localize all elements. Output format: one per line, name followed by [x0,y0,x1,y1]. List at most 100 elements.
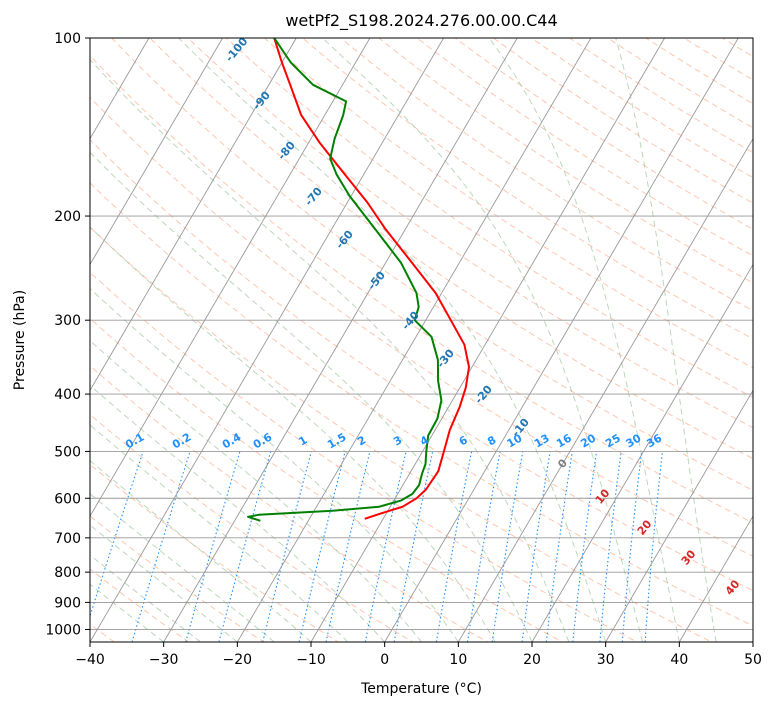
y-tick-label: 200 [54,209,81,225]
isotherm-line [90,38,371,518]
dry-adiabat-line [90,54,753,524]
mixing-ratio-line [435,451,473,642]
moist-adiabat-label: 40 [723,577,743,597]
moist-adiabat-line [488,38,680,642]
isotherm-line [605,389,753,642]
dry-adiabat-line [416,38,753,257]
x-tick-label: 10 [449,652,467,668]
temperature-line [273,38,470,520]
moist-adiabat-line [178,38,607,642]
mixing-ratio-line [466,451,501,642]
moist-adiabat-line [90,424,349,642]
dry-adiabat-line [149,38,753,460]
isotherm-line [752,641,753,642]
dry-adiabat-line [90,413,414,642]
dry-adiabat-line [90,568,190,642]
mixing-ratio-line [545,451,573,642]
x-tick-label: −40 [75,652,105,668]
mixing-ratio-line [90,451,144,618]
isotherm-line [90,38,444,642]
moist-adiabat-line [90,460,312,642]
isotherm-line [90,38,223,266]
dry-adiabat-line [90,182,753,627]
y-tick-label: 800 [54,565,81,581]
dry-adiabat-line [339,38,753,312]
mixing-ratio-line [218,451,272,642]
background-lines [90,25,775,654]
x-tick-label: −20 [223,652,253,668]
mixing-ratio-label: 2 [355,433,368,448]
mixing-ratio-label: 0.1 [123,430,146,451]
mixing-ratio-label: 30 [624,431,644,450]
mixing-ratio-line [521,451,551,642]
dry-adiabat-line [187,38,753,429]
x-axis-label: Temperature (°C) [360,681,482,697]
mixing-ratio-label: 8 [485,433,498,448]
y-axis: 100 200 300 400 500 600 700 800 900 1000 [45,31,90,638]
sounding-lines [247,38,470,522]
mixing-ratio-line [298,451,346,642]
y-tick-label: 400 [54,387,81,403]
dry-adiabat-label: -20 [472,383,495,407]
mixing-ratio-line [262,451,312,642]
mixing-ratio-label: 1 [297,433,310,448]
mixing-ratio-label: 0.6 [251,430,275,451]
isotherm-line [457,137,753,642]
mixing-ratio-label: 6 [457,433,470,448]
moist-adiabat-line [90,287,459,642]
mixing-ratio-label: 36 [644,431,664,450]
mixing-ratio-label: 1.5 [325,430,348,451]
mixing-ratio-label: 0.2 [170,430,193,451]
moist-adiabat-label: 10 [593,486,613,506]
moist-adiabat-line [90,151,533,642]
mixing-ratio-line [491,451,524,642]
y-tick-label: 700 [54,531,81,547]
dry-adiabat-line [90,317,564,642]
dry-adiabat-line [739,25,775,654]
x-axis: −40 −30 −20 −10 0 10 20 30 40 50 [75,642,762,668]
mixing-ratio-line [131,451,191,642]
x-tick-label: 30 [597,652,615,668]
dry-adiabat-label: -50 [365,269,388,293]
y-axis-label: Pressure (hPa) [12,290,28,390]
isotherm-line [384,38,739,642]
dry-adiabat-line [90,463,340,642]
dry-adiabat-line [111,38,753,491]
dewpoint-line [247,38,443,522]
dry-adiabat-line [378,38,753,284]
isotherm-line [531,263,753,642]
mixing-ratio-label: 0.4 [220,430,244,451]
moist-adiabat-label: 0 [555,456,570,470]
chart-title: wetPf2_S198.2024.276.00.00.C44 [285,11,557,31]
moist-adiabat-line [90,493,275,642]
mixing-ratio-line [393,451,434,642]
x-tick-label: 20 [523,652,541,668]
y-tick-label: 900 [54,595,81,611]
dry-adiabat-line [90,96,753,557]
moist-adiabat-label: 30 [679,547,699,567]
mixing-ratio-label: 13 [532,432,552,451]
dry-adiabat-line [90,365,489,642]
mixing-ratio-line [325,451,371,642]
y-tick-label: 100 [54,31,81,47]
moist-adiabat-line [90,339,422,642]
x-tick-label: 50 [744,652,762,668]
y-tick-label: 1000 [45,622,81,638]
dry-adiabat-line [90,515,265,642]
dry-adiabat-label: -70 [302,185,325,209]
moist-adiabat-line [90,384,386,642]
mixing-ratio-label: 25 [603,432,623,451]
moist-adiabat-line [90,226,496,642]
plot-frame [89,37,754,643]
moist-adiabat-line [322,38,643,642]
mixing-ratio-line [572,451,598,642]
isotherm-line [678,515,753,642]
dry-adiabat-line [90,271,639,642]
y-tick-label: 300 [54,313,81,329]
mixing-ratio-line [185,451,241,642]
mixing-ratio-label: 20 [578,431,598,450]
y-tick-label: 500 [54,444,81,460]
isotherm-line [236,38,592,642]
dry-adiabat-line [301,38,753,340]
